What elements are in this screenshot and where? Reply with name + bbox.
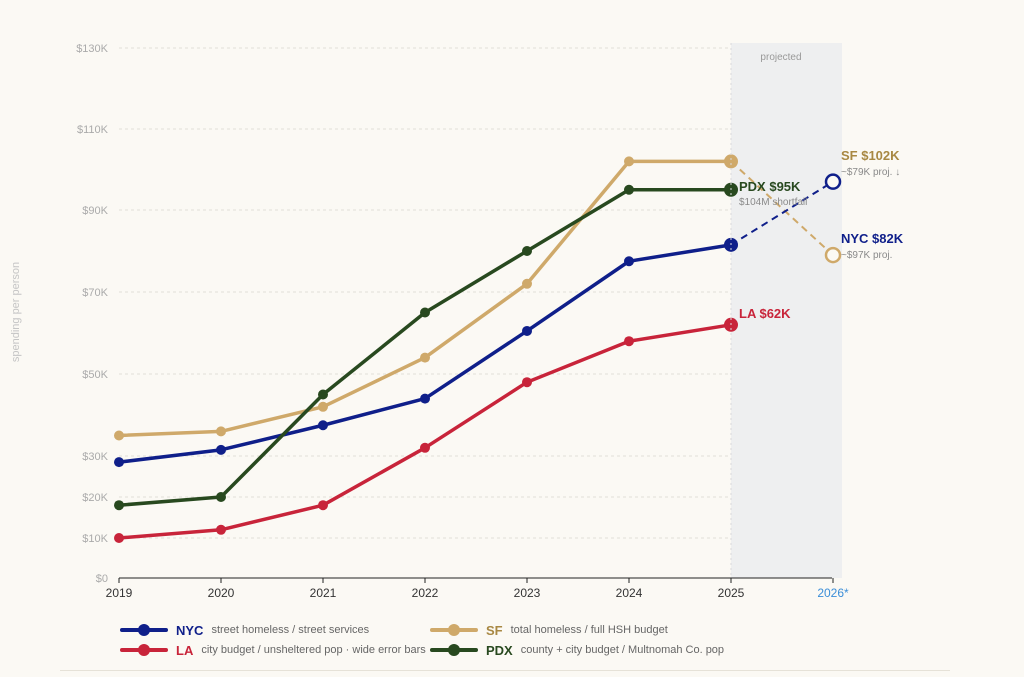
- projection-point-sf[interactable]: [824, 246, 842, 264]
- data-point-la[interactable]: [522, 377, 532, 388]
- x-tick-label: 2026*: [817, 586, 849, 600]
- y-tick-label: $50K: [82, 369, 108, 381]
- legend-item-nyc[interactable]: NYC street homeless / street services: [120, 620, 369, 640]
- data-point-pdx[interactable]: [114, 500, 124, 511]
- x-tick-label: 2023: [514, 586, 541, 600]
- legend-swatch-la: [120, 640, 172, 660]
- end-label-sf: SF $102K: [841, 148, 900, 163]
- y-tick-label: $70K: [82, 287, 108, 299]
- legend-code-pdx: PDX: [486, 642, 513, 658]
- series-line-pdx: [117, 188, 733, 507]
- end-labels: NYC $82K ~$97K proj. SF $102K ~$79K proj. ↓…: [739, 148, 904, 321]
- x-axis-ticks: 2019 2020 2021 2022 2023 2024 2025 2026*: [106, 578, 849, 600]
- y-axis-label: spending per person: [10, 262, 22, 362]
- y-tick-label: $130K: [76, 43, 108, 55]
- x-tick-label: 2021: [310, 586, 337, 600]
- end-label-nyc: NYC $82K: [841, 231, 904, 246]
- legend-code-nyc: NYC: [176, 622, 204, 638]
- data-point-la[interactable]: [114, 533, 124, 543]
- projected-band: [731, 43, 842, 578]
- legend-swatch-nyc: [120, 620, 172, 640]
- legend-item-la[interactable]: LA city budget / unsheltered pop · wide …: [120, 640, 426, 660]
- data-point-sf[interactable]: [318, 401, 328, 412]
- y-tick-label: $10K: [82, 533, 108, 545]
- end-sublabel-sf: ~$79K proj. ↓: [841, 167, 900, 178]
- projection-point-nyc[interactable]: [824, 173, 842, 190]
- end-sublabel-nyc: ~$97K proj.: [841, 250, 892, 261]
- legend-swatch-pdx: [430, 640, 482, 660]
- x-tick-label: 2024: [616, 586, 643, 600]
- legend-desc-pdx: county + city budget / Multnomah Co. pop: [520, 644, 725, 656]
- legend-desc-la: city budget / unsheltered pop · wide err…: [201, 644, 426, 656]
- data-point-nyc[interactable]: [114, 457, 124, 468]
- end-label-la: LA $62K: [739, 306, 791, 321]
- end-sublabel-pdx: $104M shortfall: [739, 197, 807, 208]
- data-point-sf[interactable]: [522, 278, 532, 289]
- data-point-nyc[interactable]: [522, 325, 532, 336]
- y-tick-label: $0: [96, 573, 108, 585]
- legend-item-pdx[interactable]: PDX county + city budget / Multnomah Co.…: [430, 640, 724, 660]
- data-point-nyc[interactable]: [624, 256, 634, 267]
- legend-swatch-sf: [430, 620, 482, 640]
- data-point-nyc[interactable]: [420, 393, 430, 404]
- data-point-sf[interactable]: [420, 352, 430, 363]
- data-point-nyc[interactable]: [216, 444, 226, 455]
- data-point-sf[interactable]: [624, 156, 634, 167]
- data-point-pdx[interactable]: [624, 184, 634, 195]
- data-point-pdx[interactable]: [318, 389, 328, 400]
- legend-code-sf: SF: [486, 622, 503, 638]
- y-tick-label: $110K: [77, 124, 109, 136]
- y-tick-label: $30K: [82, 451, 108, 463]
- data-point-la[interactable]: [624, 336, 634, 347]
- chart: $0 $10K $20K $30K $50K $70K $90K $110K $130K pro…: [10, 43, 904, 600]
- y-tick-label: $20K: [82, 492, 108, 504]
- projection-line-nyc: [730, 180, 834, 246]
- data-point-la[interactable]: [216, 524, 226, 535]
- legend: NYC street homeless / street services SF…: [120, 620, 880, 664]
- data-point-pdx[interactable]: [522, 246, 532, 256]
- x-tick-label: 2019: [106, 586, 133, 600]
- projected-label: projected: [760, 52, 801, 63]
- y-axis-ticks: $0 $10K $20K $30K $50K $70K $90K $110K $130K: [76, 43, 108, 585]
- data-point-sf[interactable]: [216, 426, 226, 437]
- footer-divider: [60, 670, 950, 671]
- y-tick-label: $90K: [82, 205, 108, 217]
- data-point-pdx[interactable]: [420, 307, 430, 318]
- data-point-nyc[interactable]: [318, 420, 328, 431]
- grid: [119, 47, 832, 539]
- legend-code-la: LA: [176, 642, 194, 658]
- legend-item-sf[interactable]: SF total homeless / full HSH budget: [430, 620, 668, 640]
- data-point-sf[interactable]: [114, 430, 124, 441]
- data-point-la[interactable]: [420, 442, 430, 453]
- data-point-pdx[interactable]: [216, 492, 226, 502]
- x-tick-label: 2020: [208, 586, 235, 600]
- end-label-pdx: PDX $95K: [739, 179, 801, 194]
- x-tick-label: 2025: [718, 586, 745, 600]
- x-tick-label: 2022: [412, 586, 439, 600]
- legend-desc-sf: total homeless / full HSH budget: [510, 624, 668, 636]
- legend-desc-nyc: street homeless / street services: [211, 624, 370, 636]
- data-point-la[interactable]: [318, 500, 328, 511]
